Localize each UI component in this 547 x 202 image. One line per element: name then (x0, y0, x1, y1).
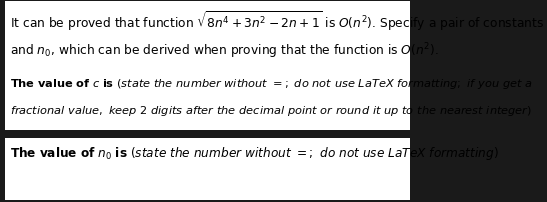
FancyBboxPatch shape (5, 138, 410, 200)
Text: $\it{fractional\ value,\ keep\ 2\ digits\ after\ the\ decimal\ point\ or\ round\: $\it{fractional\ value,\ keep\ 2\ digits… (10, 103, 532, 117)
Text: It can be proved that function $\sqrt{8n^4 + 3n^2 - 2n + 1}$ is $O(n^2)$. Specif: It can be proved that function $\sqrt{8n… (10, 9, 547, 33)
Text: $\bf{The\ value\ of}$ $\bf{\it{n_0}}$ $\bf{is}$ $\it{(state\ the\ number\ withou: $\bf{The\ value\ of}$ $\bf{\it{n_0}}$ $\… (10, 144, 499, 161)
Text: $\bf{The\ value\ of}$ $\bf{\it{c}}$ $\bf{is}$ $\it{(state\ the\ number\ without\: $\bf{The\ value\ of}$ $\bf{\it{c}}$ $\bf… (10, 77, 533, 91)
Text: and $n_0$, which can be derived when proving that the function is $O(n^2)$.: and $n_0$, which can be derived when pro… (10, 41, 439, 61)
FancyBboxPatch shape (5, 2, 410, 130)
